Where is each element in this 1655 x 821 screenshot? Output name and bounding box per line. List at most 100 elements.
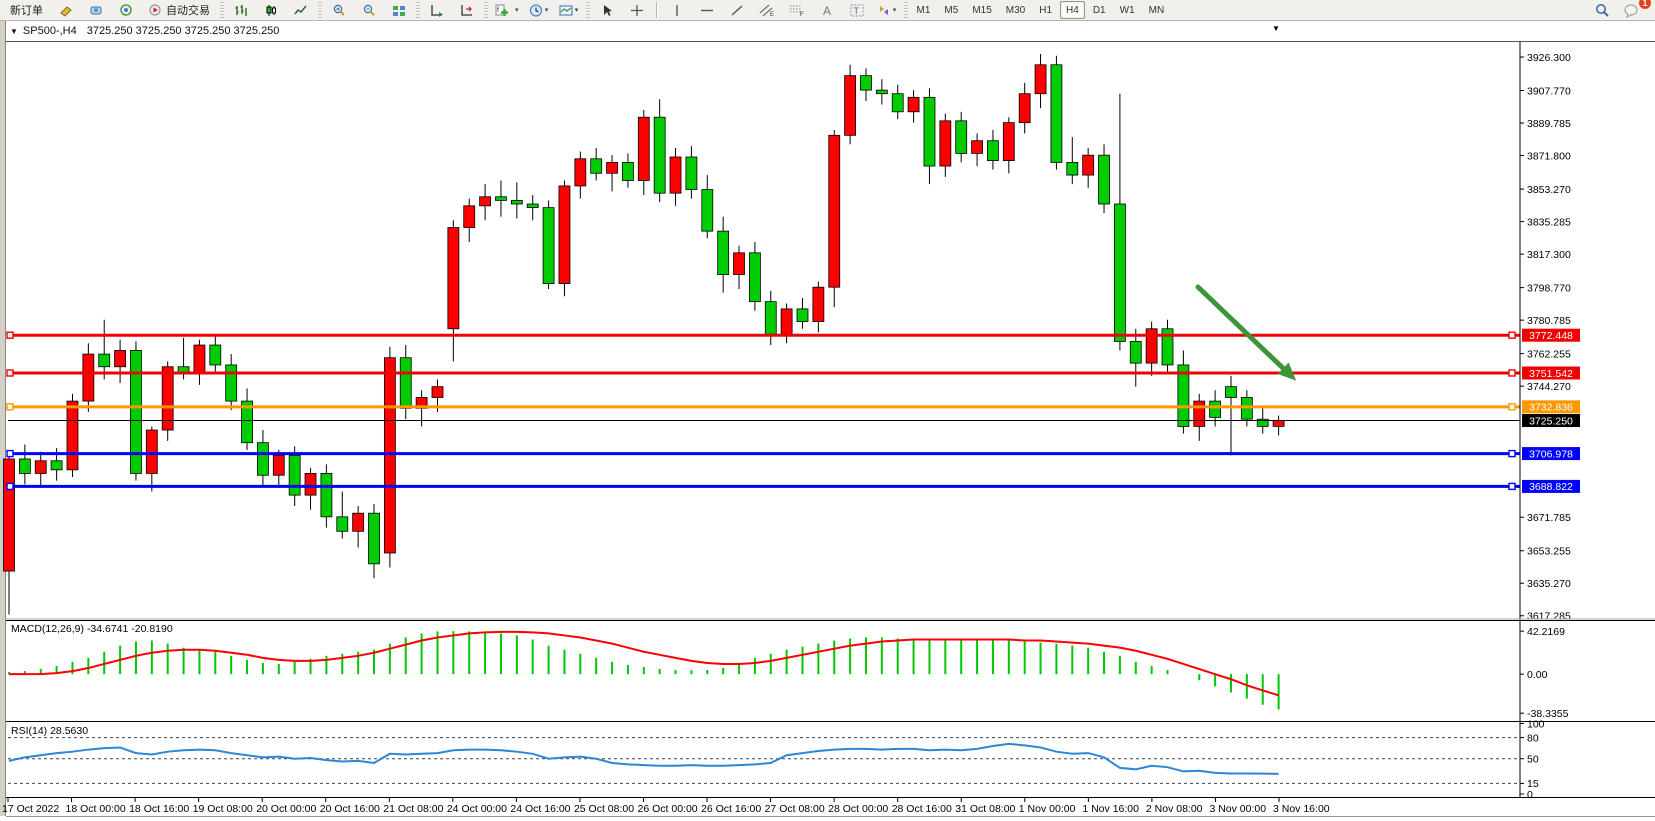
chart-shift-icon[interactable] bbox=[453, 0, 481, 20]
candle-body bbox=[1098, 154, 1110, 205]
price-tag-box bbox=[1522, 447, 1580, 461]
candles-layer bbox=[3, 53, 1285, 615]
bars-chart-icon[interactable] bbox=[227, 0, 255, 20]
tile-windows-icon[interactable] bbox=[385, 0, 413, 20]
price-tag: 3725.250 bbox=[1522, 414, 1580, 427]
navigator-icon[interactable] bbox=[82, 0, 110, 20]
cursor-icon[interactable] bbox=[593, 0, 621, 20]
candles-chart-icon[interactable] bbox=[257, 0, 285, 20]
timeframe-M15[interactable]: M15 bbox=[972, 4, 992, 16]
line-anchor-marker[interactable] bbox=[1508, 449, 1516, 458]
horizontal-line-icon[interactable] bbox=[693, 0, 721, 20]
line-anchor-marker[interactable] bbox=[1508, 403, 1516, 411]
candle-body bbox=[415, 397, 428, 409]
candle-body bbox=[1066, 162, 1079, 176]
candle-body bbox=[130, 350, 142, 474]
arrows-icon[interactable]: ▾ bbox=[873, 0, 901, 20]
data-window-icon[interactable] bbox=[112, 0, 140, 20]
candle-body bbox=[1082, 154, 1095, 176]
zoom-out-icon[interactable] bbox=[355, 0, 383, 20]
line-anchor-marker[interactable] bbox=[6, 331, 14, 339]
templates-icon[interactable]: ▾ bbox=[555, 0, 583, 20]
time-tick-label: 26 Oct 00:00 bbox=[638, 803, 698, 815]
candle-body bbox=[479, 196, 492, 207]
candle-body bbox=[669, 156, 682, 194]
candle-body bbox=[1193, 400, 1206, 427]
candle-body bbox=[637, 116, 650, 181]
candle-body bbox=[1272, 420, 1285, 427]
candle-body bbox=[764, 301, 777, 335]
time-tick-label: 3 Nov 00:00 bbox=[1209, 803, 1266, 815]
price-tick-label: 3762.255 bbox=[1527, 348, 1571, 360]
rsi-axis-label: 0 bbox=[1527, 789, 1533, 801]
rsi-axis-label: 100 bbox=[1527, 718, 1545, 730]
price-tag-label: 3706.978 bbox=[1529, 448, 1573, 460]
timeframe-bar: M1 M5 M15 M30 H1 H4 D1 W1 MN bbox=[910, 1, 1172, 19]
candle-body bbox=[177, 366, 190, 373]
macd-axis-label: 42.2169 bbox=[1527, 626, 1565, 638]
crosshair-icon[interactable] bbox=[623, 0, 651, 20]
main-toolbar: 新订单 自动交易 f ▾ ▾ ▾ bbox=[0, 0, 1655, 21]
candle-body bbox=[1145, 328, 1158, 364]
equidistant-channel-icon[interactable]: E bbox=[753, 0, 781, 20]
timeframe-M30[interactable]: M30 bbox=[1005, 4, 1026, 16]
candle-body bbox=[987, 140, 999, 162]
candle-body bbox=[812, 286, 825, 322]
line-anchor-marker[interactable] bbox=[1508, 369, 1516, 377]
candle-body bbox=[98, 353, 111, 368]
indicators-icon[interactable]: f ▾ bbox=[495, 4, 519, 16]
timeframe-H1[interactable]: H1 bbox=[1039, 4, 1053, 16]
candle-body bbox=[114, 350, 126, 368]
vertical-line-icon[interactable] bbox=[663, 0, 691, 20]
chart-shift-marker-icon[interactable]: ▼ bbox=[1272, 24, 1280, 33]
candle-body bbox=[955, 120, 968, 154]
rsi-axis-label: 50 bbox=[1527, 754, 1539, 766]
candle-body bbox=[542, 207, 555, 284]
line-anchor-marker[interactable] bbox=[1508, 331, 1516, 339]
candle-body bbox=[82, 353, 95, 402]
price-tick-label: 3780.785 bbox=[1527, 315, 1571, 327]
market-watch-icon[interactable] bbox=[52, 0, 80, 20]
arrange-windows-icon[interactable] bbox=[423, 0, 451, 20]
time-tick-label: 19 Oct 08:00 bbox=[193, 803, 253, 815]
text-label-icon[interactable]: T bbox=[843, 0, 871, 20]
chat-icon[interactable]: 1 bbox=[1618, 0, 1651, 20]
rsi-axis-label: 80 bbox=[1527, 732, 1539, 744]
candle-body bbox=[66, 400, 79, 471]
line-anchor-marker[interactable] bbox=[6, 482, 14, 491]
down-arrow-annotation[interactable] bbox=[1195, 284, 1289, 374]
line-anchor-marker[interactable] bbox=[6, 403, 14, 411]
candle-body bbox=[653, 116, 666, 194]
line-anchor-marker[interactable] bbox=[1508, 482, 1516, 491]
line-chart-icon[interactable] bbox=[287, 0, 315, 20]
candle-body bbox=[907, 96, 920, 113]
fibonacci-icon[interactable]: F bbox=[783, 0, 811, 20]
autotrade-icon bbox=[149, 4, 161, 15]
timeframe-H4[interactable]: H4 bbox=[1060, 1, 1085, 19]
candle-body bbox=[891, 93, 904, 113]
timeframe-MN[interactable]: MN bbox=[1148, 4, 1165, 16]
trendline-icon[interactable] bbox=[723, 0, 751, 20]
candle-body bbox=[796, 308, 809, 322]
text-icon[interactable]: A bbox=[813, 0, 841, 20]
periods-icon[interactable]: ▾ bbox=[525, 0, 553, 20]
price-axis: 3772.448 3751.542 3732.836 3706.978 3688.822… bbox=[1519, 42, 1580, 797]
autotrade-button[interactable]: 自动交易 bbox=[142, 0, 217, 20]
time-tick-label: 1 Nov 16:00 bbox=[1082, 803, 1139, 815]
price-tick-label: 3617.285 bbox=[1527, 611, 1571, 623]
timeframe-D1[interactable]: D1 bbox=[1092, 4, 1106, 16]
line-anchor-marker[interactable] bbox=[6, 449, 14, 458]
collapse-caret-icon[interactable]: ▼ bbox=[10, 26, 18, 36]
timeframe-M1[interactable]: M1 bbox=[916, 4, 931, 16]
timeframe-W1[interactable]: W1 bbox=[1119, 4, 1135, 16]
search-icon[interactable] bbox=[1588, 0, 1616, 20]
candle-body bbox=[304, 473, 317, 496]
new-order-button[interactable]: 新订单 bbox=[10, 5, 43, 17]
line-anchor-marker[interactable] bbox=[6, 369, 14, 377]
candle-body bbox=[34, 460, 47, 474]
timeframe-M5[interactable]: M5 bbox=[944, 4, 959, 16]
candle-body bbox=[1240, 397, 1253, 420]
zoom-in-icon[interactable] bbox=[325, 0, 353, 20]
price-tag-label: 3725.250 bbox=[1529, 415, 1573, 427]
